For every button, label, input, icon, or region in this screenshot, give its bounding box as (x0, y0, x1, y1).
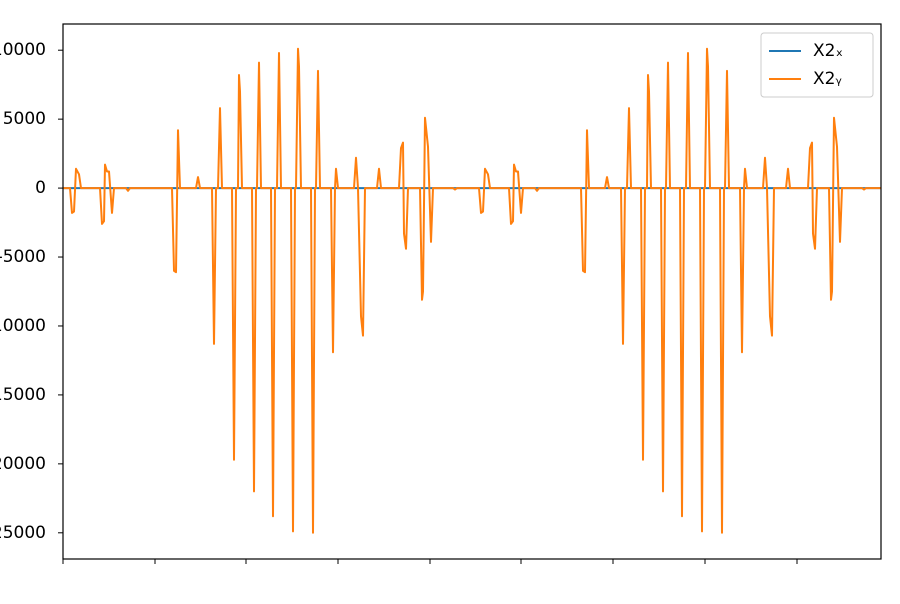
data-line (63, 47, 881, 534)
y-tick-label: -25000 (0, 523, 46, 543)
y-tick-label: -20000 (0, 454, 46, 474)
y-tick-label: -10000 (0, 316, 46, 336)
y-tick-label: 5000 (3, 109, 46, 129)
y-tick-label: 0 (35, 178, 46, 198)
legend-label: X2ₓ (813, 41, 843, 61)
legend-label: X2ᵧ (813, 69, 842, 89)
y-tick-label: -15000 (0, 385, 46, 405)
axes-frame (62, 23, 882, 560)
y-tick-label: 10000 (0, 40, 46, 60)
plot-area (63, 47, 881, 534)
legend-box (760, 32, 874, 98)
y-tick-label: -5000 (0, 247, 46, 267)
